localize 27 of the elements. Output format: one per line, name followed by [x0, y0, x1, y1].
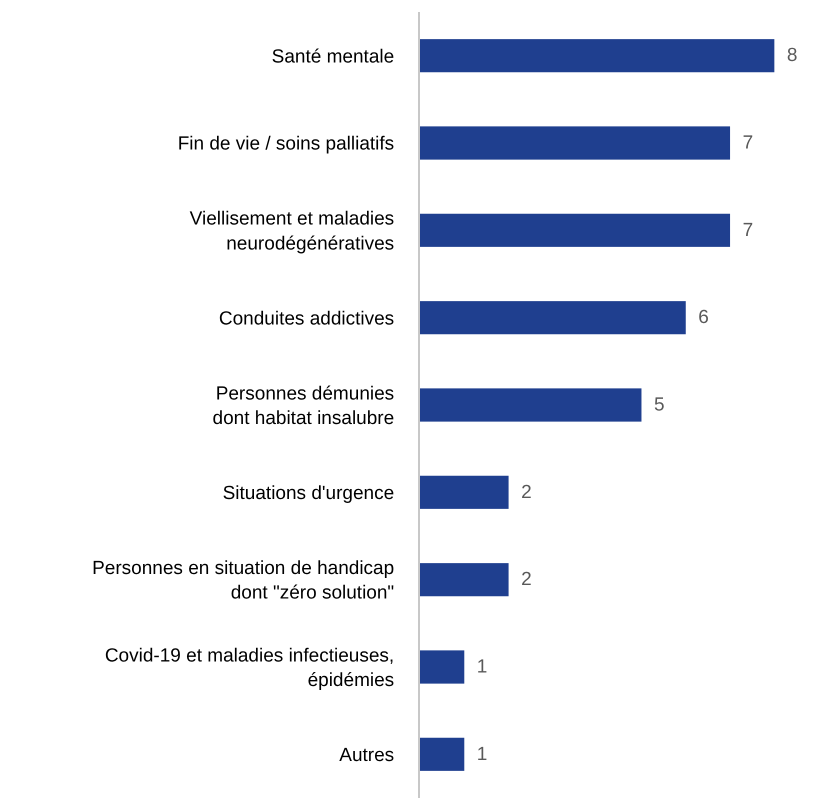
data-label: 6	[688, 307, 709, 328]
y-tick-label: Personnes en situation de handicap dont "zéro solution"	[92, 558, 394, 604]
data-label: 5	[644, 394, 665, 416]
y-tick-label: Conduites addictives	[218, 308, 394, 330]
bar	[420, 301, 686, 334]
data-label: 7	[733, 220, 754, 241]
data-label: 2	[512, 482, 532, 503]
y-tick-label: Viellisement et maladies neurodégénératives	[190, 208, 394, 254]
y-tick-label: Fin de vie / soins palliatifs	[178, 134, 394, 155]
data-label: 7	[733, 132, 754, 154]
bar	[420, 214, 730, 247]
bar	[420, 388, 642, 422]
y-tick-label: Situations d'urgence	[222, 482, 394, 504]
bar	[420, 39, 774, 72]
y-tick-label: Covid-19 et maladies infectieuses, épidémies	[104, 645, 394, 691]
bar	[420, 650, 464, 684]
bar	[420, 476, 509, 509]
y-tick-label: Autres	[339, 744, 394, 766]
bar	[420, 563, 509, 596]
bar	[420, 126, 730, 160]
data-label: 1	[467, 744, 488, 765]
data-label: 1	[467, 656, 488, 678]
y-tick-label: Personnes démunies dont habitat insalubre	[212, 383, 394, 429]
bar	[420, 738, 464, 771]
data-label: 2	[512, 569, 532, 590]
data-label: 8	[777, 45, 798, 66]
y-tick-label: Santé mentale	[272, 46, 394, 68]
